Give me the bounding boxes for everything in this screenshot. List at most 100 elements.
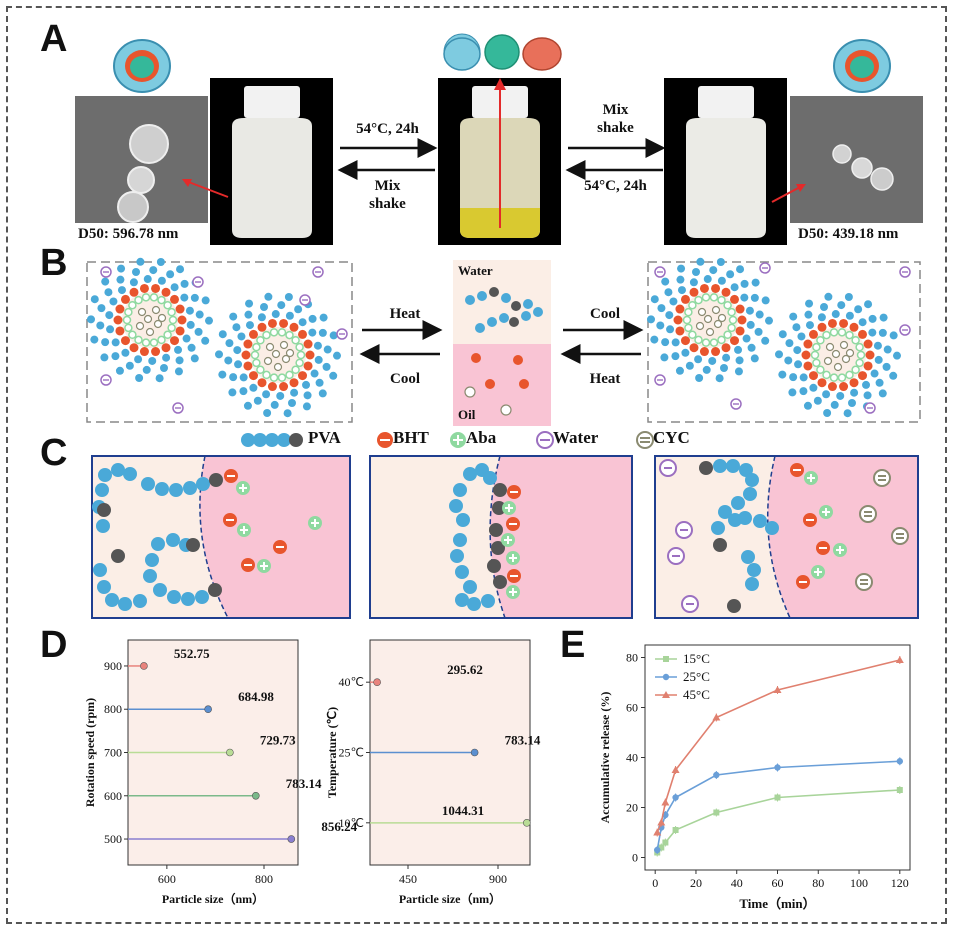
- cyc-molecule: [855, 573, 873, 591]
- bottle-photo-left: [210, 78, 333, 245]
- arrow-label-mix-right: Mix shake: [597, 102, 634, 136]
- label-heat-right: Heat: [589, 371, 621, 387]
- release-xtick-label: 20: [690, 876, 702, 890]
- chart-rpm-point: [252, 791, 260, 800]
- micelle-split-icon: [443, 33, 562, 71]
- chart-temp-xlabel: Particle size（nm）: [399, 891, 501, 906]
- cyc-molecule: [859, 505, 877, 523]
- pva-bead: [745, 577, 759, 591]
- pva-bead: [481, 594, 495, 608]
- pva-bead: [183, 481, 197, 495]
- cyc-molecule: [464, 386, 476, 398]
- pva-bead: [726, 459, 740, 473]
- label-cool: Cool: [390, 371, 420, 387]
- arrow-label-heat-left: 54°C, 24h: [356, 121, 419, 137]
- chart-temp-value-label: 295.62: [447, 662, 483, 677]
- release-point: [896, 787, 903, 793]
- pva-bead: [753, 514, 767, 528]
- pva-bead: [97, 503, 111, 517]
- pva-bead: [196, 477, 210, 491]
- label-cool-right: Cool: [590, 306, 620, 322]
- chart-temp-tick-label: 25℃: [339, 746, 364, 760]
- label-water-phase: Water: [458, 263, 493, 278]
- panel-label-a: A: [40, 18, 68, 60]
- release-point: [657, 818, 666, 826]
- bht-molecule: [513, 355, 523, 365]
- bht-molecule: [471, 353, 481, 363]
- release-legend-label: 25°C: [683, 669, 710, 684]
- pva-bead: [166, 533, 180, 547]
- pva-bead: [493, 483, 507, 497]
- pva-bead: [489, 523, 503, 537]
- chart-temp-xtick-label: 900: [489, 872, 507, 886]
- d50-left-label: D50: 596.78 nm: [78, 226, 179, 242]
- release-point: [672, 827, 679, 833]
- pva-bead: [105, 593, 119, 607]
- pva-bead: [456, 513, 470, 527]
- chart-temp-point: [523, 819, 531, 827]
- pva-bead: [96, 519, 110, 533]
- pva-bead: [727, 599, 741, 613]
- pva-bead: [208, 583, 222, 597]
- pva-bead: [455, 565, 469, 579]
- cyc-molecule: [891, 527, 909, 545]
- micelle: [647, 257, 773, 383]
- panel-label-b: B: [40, 242, 68, 284]
- pva-bead: [123, 467, 137, 481]
- arrows-left: [337, 138, 438, 180]
- pva-bead: [745, 473, 759, 487]
- panel-label-e: E: [560, 624, 586, 666]
- pva-bead: [169, 483, 183, 497]
- release-point: [895, 656, 904, 663]
- pva-bead: [713, 459, 727, 473]
- chart-rpm-tick-label: 800: [104, 702, 122, 716]
- pointer-arrow-left: [182, 179, 229, 198]
- legend-cyc: CYC: [653, 428, 690, 447]
- pva-bead: [449, 499, 463, 513]
- chart-rpm-tick-label: 500: [104, 832, 122, 846]
- release-point: [774, 794, 781, 801]
- pva-bead: [491, 541, 505, 555]
- pva-bead: [765, 521, 779, 535]
- release-legend-label: 15°C: [683, 651, 710, 666]
- pva-bead: [743, 487, 757, 501]
- sem-image-left: [75, 96, 208, 223]
- pva-bead: [143, 569, 157, 583]
- pva-bead: [93, 563, 107, 577]
- chart-rpm-point: [287, 835, 296, 843]
- micelle: [215, 292, 341, 418]
- release-point: [658, 844, 665, 851]
- pva-bead: [501, 293, 511, 303]
- pva-bead: [463, 467, 477, 481]
- label-oil-phase: Oil: [458, 407, 476, 422]
- pva-bead: [98, 468, 112, 482]
- pva-bead: [133, 594, 147, 608]
- pva-bead: [111, 549, 125, 563]
- bht-molecule: [485, 379, 495, 389]
- pva-bead: [455, 593, 469, 607]
- release-point: [654, 846, 661, 854]
- chart-rpm-point: [226, 748, 234, 757]
- pva-bead: [450, 549, 464, 563]
- pva-bead: [747, 563, 761, 577]
- pva-bead: [453, 533, 467, 547]
- release-xtick-label: 60: [772, 876, 784, 890]
- chart-rpm-point: [204, 705, 212, 714]
- pva-bead: [718, 505, 732, 519]
- chart-rpm-value-label: 729.73: [260, 733, 296, 748]
- release-point: [713, 771, 720, 779]
- sem-image-right: [790, 96, 923, 223]
- chart-rpm-tick-label: 600: [104, 789, 122, 803]
- arrow-label-mix-left: Mix shake: [369, 178, 406, 212]
- release-ytick-label: 40: [626, 751, 638, 765]
- chart-temp-point: [373, 678, 381, 686]
- legend-icons: [241, 431, 654, 449]
- label-heat: Heat: [389, 306, 421, 322]
- pva-bead: [487, 317, 497, 327]
- release-xtick-label: 100: [850, 876, 868, 890]
- release-legend-label: 45°C: [683, 687, 710, 702]
- release-ylabel: Accumulative release (%): [598, 692, 612, 824]
- release-xtick-label: 0: [652, 876, 658, 890]
- chart-rpm-xtick-label: 600: [158, 872, 176, 886]
